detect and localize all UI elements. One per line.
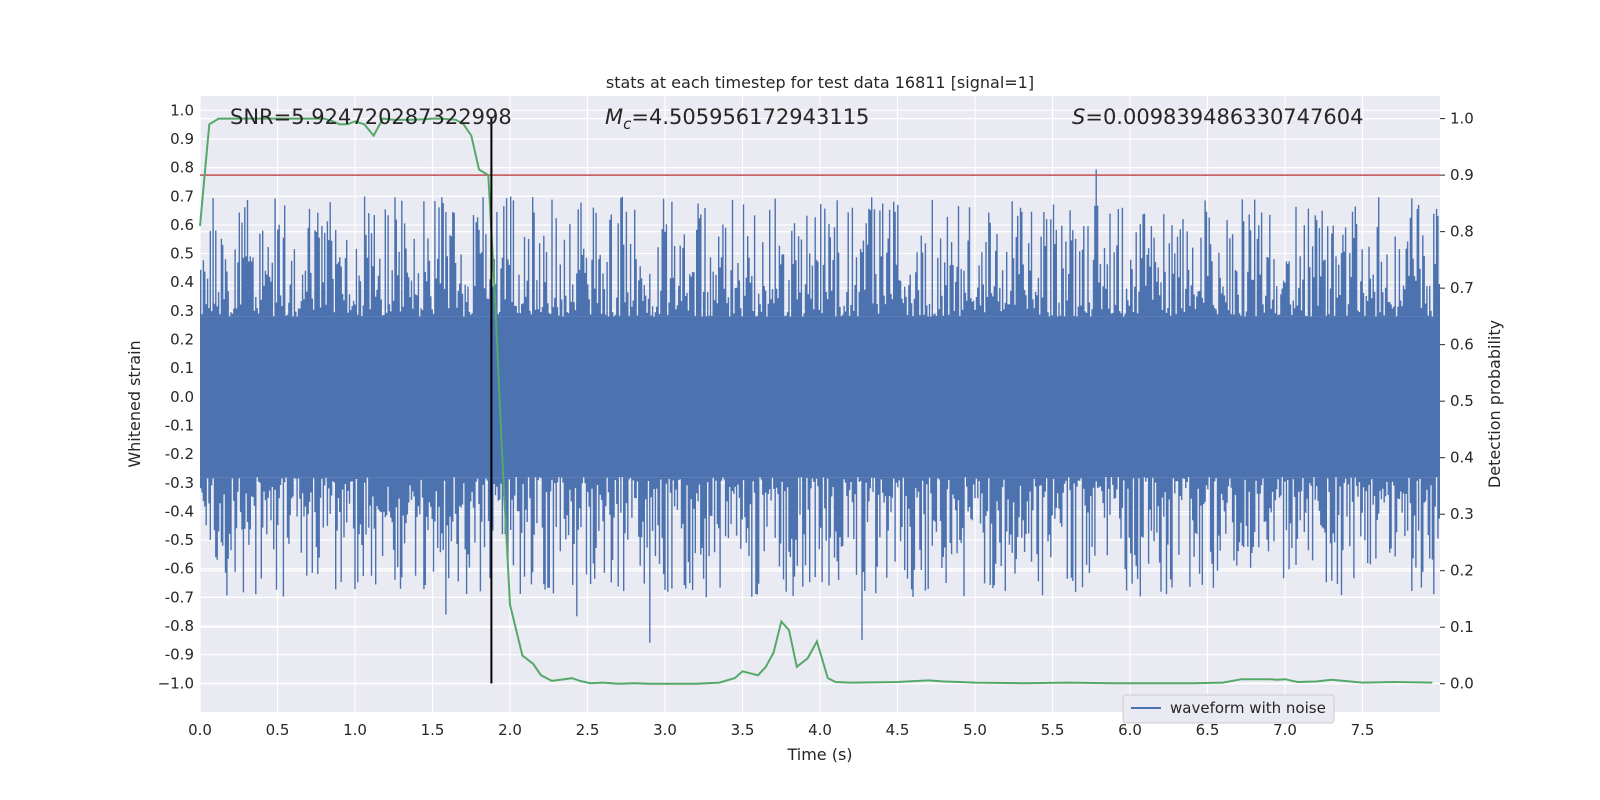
- overlay-marks: [199, 117, 1440, 685]
- x-tick-label: 0.5: [266, 721, 290, 739]
- y-tick-label: 0.9: [170, 130, 194, 148]
- y2-tick-label: 0.1: [1450, 618, 1474, 636]
- s-symbol: S: [1072, 105, 1085, 129]
- x-tick-labels: 0.0 0.5 1.0 1.5 2.0 2.5 3.0 3.5 4.0 4.5 5.0 5.5 6.0 6…: [188, 721, 1374, 739]
- y-tick-label: -0.5: [165, 531, 194, 549]
- x-axis-label: Time (s): [786, 745, 852, 764]
- y2-tick-label: 1.0: [1450, 110, 1474, 128]
- y-tick-label: 0.8: [170, 159, 194, 177]
- x-tick-label: 5.0: [963, 721, 987, 739]
- x-tick-label: 0.0: [188, 721, 212, 739]
- chirp-mass-value: =4.505956172943115: [631, 105, 869, 129]
- y-tick-label: 0.5: [170, 245, 194, 263]
- x-tick-label: 7.5: [1351, 721, 1375, 739]
- x-tick-label: 6.5: [1196, 721, 1220, 739]
- x-tick-label: 1.5: [421, 721, 445, 739]
- y-tick-label: -0.7: [165, 588, 194, 606]
- snr-annotation: SNR=5.924720287322998: [230, 105, 512, 129]
- legend-label: waveform with noise: [1170, 699, 1326, 717]
- x-tick-label: 2.0: [498, 721, 522, 739]
- y-tick-label: 0.0: [170, 388, 194, 406]
- y-tick-label: −1.0: [158, 674, 194, 692]
- y-tick-label: 0.1: [170, 359, 194, 377]
- x-tick-label: 2.5: [576, 721, 600, 739]
- x-tick-label: 3.0: [653, 721, 677, 739]
- y2-tick-label: 0.0: [1450, 675, 1474, 693]
- chirp-mass-symbol: M: [605, 105, 623, 129]
- y2-axis-label: Detection probability: [1485, 320, 1504, 488]
- y-tick-label: -0.9: [165, 646, 194, 664]
- y-tick-label: -0.3: [165, 474, 194, 492]
- y-axis-label: Whitened strain: [125, 340, 144, 467]
- y2-tick-label: 0.4: [1450, 449, 1474, 467]
- waveform-upper-spikes: [200, 169, 1440, 317]
- y2-tick-label: 0.6: [1450, 336, 1474, 354]
- x-tick-label: 1.0: [343, 721, 367, 739]
- waveform-core-band: [200, 316, 1440, 478]
- y-tick-label: 0.6: [170, 216, 194, 234]
- s-value: =0.009839486330747604: [1085, 105, 1363, 129]
- y-tick-label: -0.2: [165, 445, 194, 463]
- x-tick-label: 3.5: [731, 721, 755, 739]
- waveform-series: [200, 169, 1440, 643]
- y-tick-label: 1.0: [170, 101, 194, 119]
- chirp-mass-subscript: c: [623, 115, 632, 133]
- y-tick-label: 0.4: [170, 273, 194, 291]
- y-tick-label: -0.1: [165, 416, 194, 434]
- waveform-lower-spikes: [200, 477, 1440, 643]
- y2-tick-labels: 1.0 0.9 0.8 0.7 0.6 0.5 0.4 0.3 0.2 0.1 0.0: [1440, 110, 1474, 693]
- legend: waveform with noise: [1122, 694, 1335, 724]
- x-tick-label: 7.0: [1273, 721, 1297, 739]
- chart-title: stats at each timestep for test data 168…: [606, 73, 1034, 92]
- x-tick-label: 4.0: [808, 721, 832, 739]
- detection-probability-line: [199, 117, 1433, 685]
- y2-tick-label: 0.9: [1450, 166, 1474, 184]
- y2-tick-label: 0.2: [1450, 562, 1474, 580]
- y-tick-label: -0.8: [165, 617, 194, 635]
- y-tick-labels: 1.0 0.9 0.8 0.7 0.6 0.5 0.4 0.3 0.2 0.1 0.0 -0.1 -0.…: [158, 101, 194, 692]
- y-tick-label: 0.3: [170, 302, 194, 320]
- y-tick-label: 0.7: [170, 187, 194, 205]
- x-tick-label: 5.5: [1041, 721, 1065, 739]
- legend-box: [1122, 694, 1335, 724]
- y-tick-label: -0.6: [165, 560, 194, 578]
- y-tick-label: -0.4: [165, 502, 194, 520]
- y-tick-label: 0.2: [170, 331, 194, 349]
- s-annotation: S=0.009839486330747604: [1072, 105, 1363, 129]
- x-tick-label: 6.0: [1118, 721, 1142, 739]
- y2-tick-label: 0.5: [1450, 392, 1474, 410]
- y2-tick-label: 0.7: [1450, 279, 1474, 297]
- y2-tick-label: 0.3: [1450, 505, 1474, 523]
- chirp-mass-annotation: Mc=4.505956172943115: [605, 105, 869, 133]
- x-tick-label: 4.5: [886, 721, 910, 739]
- y2-tick-label: 0.8: [1450, 223, 1474, 241]
